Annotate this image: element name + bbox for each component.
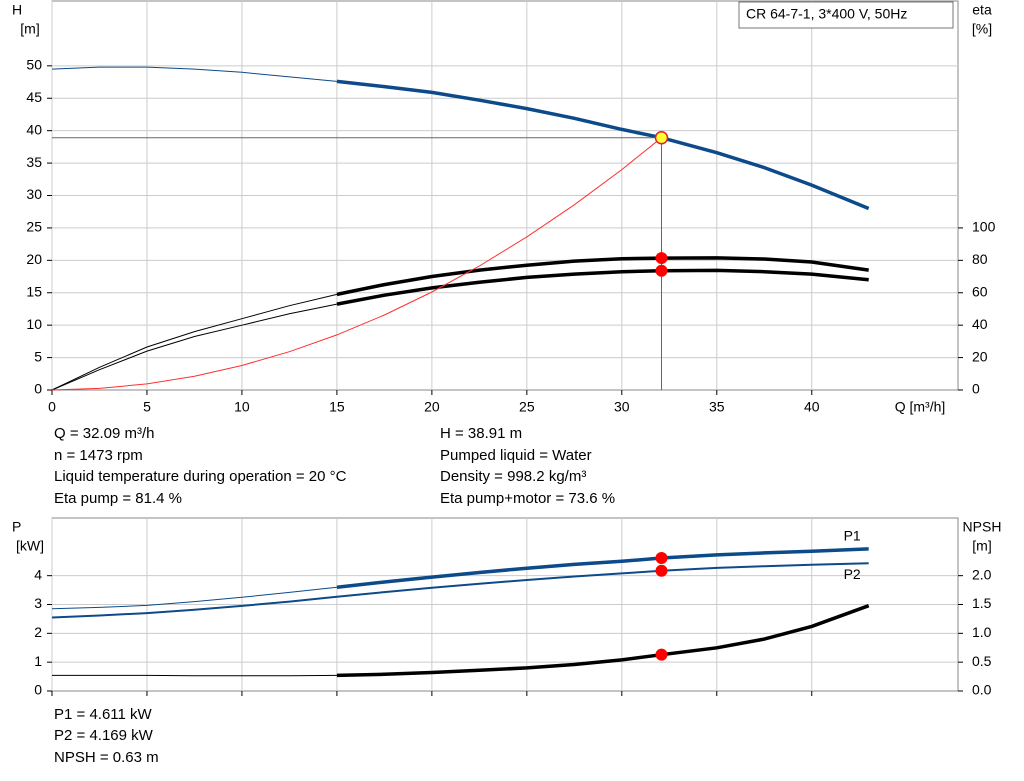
- info: H = 38.91 m: [440, 425, 522, 442]
- curve: [336, 604, 870, 678]
- y-tick-label: 0: [34, 381, 42, 397]
- y-tick-label: 25: [26, 219, 42, 235]
- info: n = 1473 rpm: [54, 447, 143, 464]
- y-axis-name: H: [12, 2, 22, 18]
- info: P1 = 4.611 kW: [54, 706, 153, 723]
- y-tick-label: 15: [26, 283, 42, 299]
- info: Pumped liquid = Water: [440, 447, 592, 464]
- y2-tick-label: 20: [972, 348, 988, 364]
- y-tick-label: 45: [26, 89, 42, 105]
- x-tick-label: 20: [424, 399, 440, 415]
- y2-tick-label: 100: [972, 219, 996, 235]
- duty-point: [655, 552, 668, 565]
- curve: [336, 79, 870, 211]
- y2-axis-unit: [m]: [972, 538, 991, 554]
- curve: [336, 256, 869, 297]
- y2-tick-label: 40: [972, 316, 988, 332]
- info: Density = 998.2 kg/m³: [440, 468, 586, 485]
- y2-axis-name: eta: [972, 2, 992, 18]
- y-tick-label: 3: [34, 595, 42, 611]
- y2-axis-name: NPSH: [963, 519, 1002, 535]
- curve: [51, 137, 662, 391]
- curve: [336, 268, 869, 306]
- y2-tick-label: 2.0: [972, 566, 992, 582]
- y-tick-label: 30: [26, 186, 42, 202]
- series-label: P1: [844, 528, 861, 544]
- y-tick-label: 10: [26, 316, 42, 332]
- y-tick-label: 5: [34, 348, 42, 364]
- y2-tick-label: 1.5: [972, 595, 992, 611]
- series-label: P2: [844, 566, 861, 582]
- x-tick-label: 10: [234, 399, 250, 415]
- curve: [51, 293, 338, 391]
- info: NPSH = 0.63 m: [54, 749, 159, 766]
- x-tick-label: 30: [614, 399, 630, 415]
- duty-point: [655, 252, 668, 265]
- curve: [336, 547, 869, 589]
- y2-tick-label: 60: [972, 283, 988, 299]
- y-axis-unit: [kW]: [16, 538, 44, 554]
- y-tick-label: 1: [34, 653, 42, 669]
- info: Q = 32.09 m³/h: [54, 425, 154, 442]
- y2-tick-label: 0.0: [972, 682, 992, 698]
- y-tick-label: 0: [34, 682, 42, 698]
- duty-point: [655, 264, 668, 277]
- x-tick-label: 35: [709, 399, 725, 415]
- info: P2 = 4.169 kW: [54, 727, 154, 744]
- y-tick-label: 50: [26, 57, 42, 73]
- y2-tick-label: 0.5: [972, 653, 992, 669]
- duty-point: [654, 130, 669, 145]
- x-tick-label: 15: [329, 399, 345, 415]
- curve: [51, 586, 337, 610]
- y2-tick-label: 1.0: [972, 624, 992, 640]
- y-tick-label: 35: [26, 154, 42, 170]
- x-tick-label: 40: [804, 399, 820, 415]
- curve: [51, 562, 869, 619]
- title: CR 64-7-1, 3*400 V, 50Hz: [746, 6, 907, 22]
- info: Liquid temperature during operation = 20…: [54, 468, 347, 485]
- y2-tick-label: 80: [972, 251, 988, 267]
- title-box: [738, 1, 954, 29]
- x-tick-label: 0: [48, 399, 56, 415]
- curve: [51, 303, 338, 391]
- y-tick-label: 20: [26, 251, 42, 267]
- y-tick-label: 40: [26, 121, 42, 137]
- x-axis-label: Q [m³/h]: [895, 399, 946, 415]
- y2-tick-label: 0: [972, 381, 980, 397]
- duty-point: [655, 564, 668, 577]
- y-axis-unit: [m]: [20, 21, 39, 37]
- y2-axis-unit: [%]: [972, 21, 992, 37]
- y-tick-label: 2: [34, 624, 42, 640]
- y-axis-name: P: [12, 519, 21, 535]
- info: Eta pump+motor = 73.6 %: [440, 490, 615, 507]
- info: Eta pump = 81.4 %: [54, 490, 182, 507]
- x-tick-label: 25: [519, 399, 535, 415]
- duty-point: [655, 648, 668, 661]
- x-tick-label: 5: [143, 399, 151, 415]
- y-tick-label: 4: [34, 566, 42, 582]
- curve: [51, 66, 337, 82]
